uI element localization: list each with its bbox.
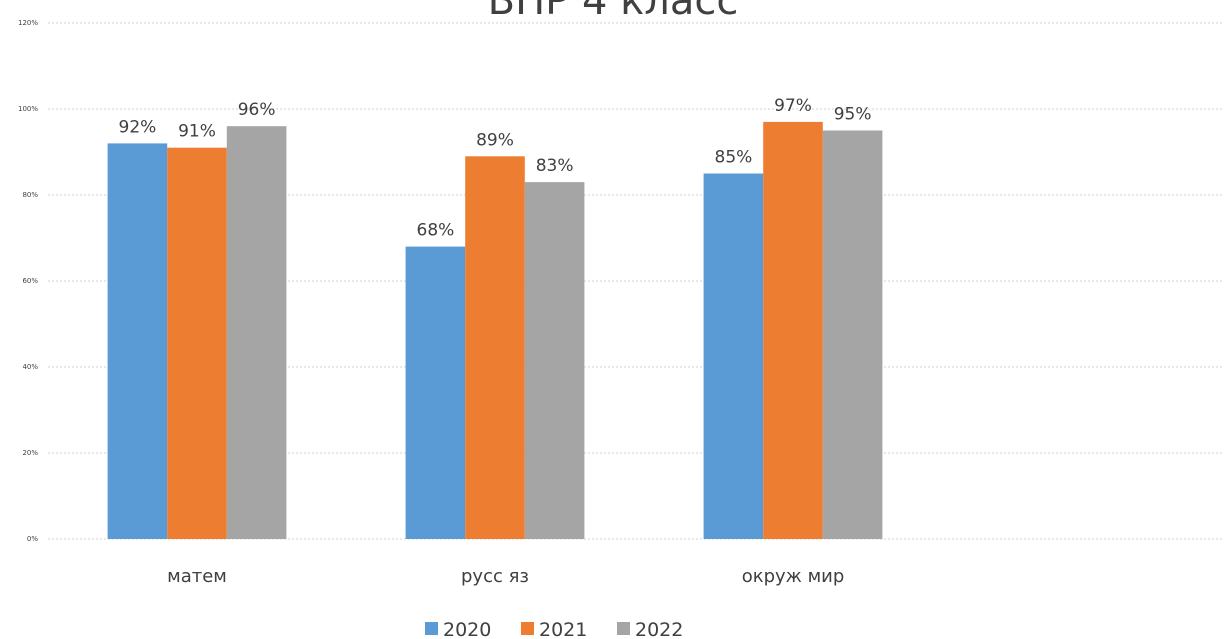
y-tick-label: 120% — [18, 19, 38, 27]
y-tick-label: 80% — [22, 191, 38, 199]
bar — [226, 126, 287, 539]
x-tick-label: окруж мир — [742, 566, 845, 587]
data-label: 91% — [178, 122, 216, 142]
legend-label: 2021 — [539, 619, 587, 639]
data-label: 83% — [536, 156, 574, 176]
y-tick-label: 0% — [27, 535, 38, 543]
bar — [167, 147, 227, 539]
y-tick-label: 60% — [22, 277, 38, 285]
legend-swatch — [521, 622, 534, 635]
bar — [524, 182, 585, 539]
data-label: 92% — [119, 117, 157, 137]
legend-label: 2022 — [635, 619, 683, 639]
data-label: 97% — [774, 96, 812, 116]
legend-swatch — [425, 622, 438, 635]
data-label: 85% — [715, 148, 753, 168]
bar — [763, 121, 823, 540]
bar — [405, 246, 466, 539]
bar — [703, 173, 764, 539]
legend-swatch — [617, 622, 630, 635]
x-tick-label: русс яз — [461, 566, 529, 587]
bar — [465, 156, 525, 540]
chart-title: ВПР 4 класс — [488, 0, 739, 24]
bar — [822, 130, 883, 539]
y-tick-label: 20% — [22, 449, 38, 457]
data-label: 95% — [834, 105, 872, 125]
data-label: 68% — [417, 221, 455, 241]
y-tick-label: 40% — [22, 363, 38, 371]
data-label: 96% — [238, 100, 276, 120]
y-tick-label: 100% — [18, 105, 38, 113]
legend-label: 2020 — [443, 619, 491, 639]
bar — [107, 143, 168, 539]
data-label: 89% — [476, 130, 514, 150]
x-tick-label: матем — [167, 566, 227, 587]
